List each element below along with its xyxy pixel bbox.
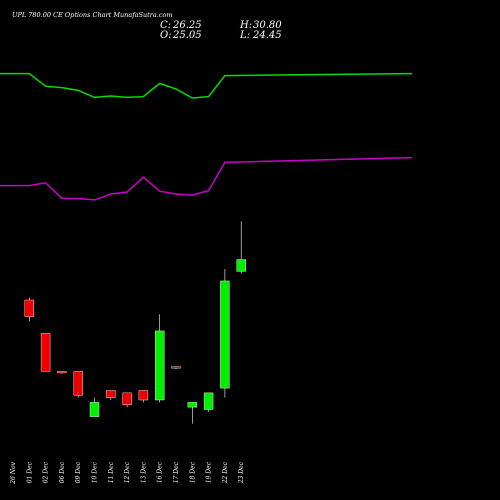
x-axis-labels: 26 Nov 01 Dec 02 Dec 06 Dec 09 Dec 10 Dec 11 D…	[10, 461, 245, 484]
candles-group	[24, 221, 246, 424]
x-tick-label: 19 Dec	[206, 461, 213, 483]
lower-band-line	[0, 156, 413, 201]
x-tick-label: 18 Dec	[189, 461, 196, 483]
candle-body	[171, 366, 181, 369]
x-tick-label: 11 Dec	[108, 461, 115, 483]
candle-body	[89, 402, 100, 417]
x-tick-label: 02 Dec	[43, 461, 50, 483]
high-value: 30.80	[253, 20, 282, 31]
candle-body	[122, 392, 132, 405]
open-value: 25.05	[172, 30, 202, 41]
x-tick-label: 06 Dec	[59, 461, 66, 483]
x-tick-label: 01 Dec	[26, 461, 33, 483]
x-tick-label: 12 Dec	[124, 461, 131, 483]
candle-body	[73, 371, 83, 396]
close-label: C:	[160, 20, 171, 31]
candle-body	[24, 299, 34, 317]
chart-title: UPL 780.00 CE Options Chart MunafaSutra.…	[12, 11, 173, 19]
candle-body	[187, 402, 198, 408]
x-tick-label: 13 Dec	[140, 461, 147, 483]
candle-body	[57, 371, 67, 374]
x-tick-label: 23 Dec	[238, 461, 245, 484]
open-label: O:	[160, 30, 172, 41]
upper-band-line	[0, 72, 413, 99]
low-value: 24.45	[252, 30, 282, 41]
x-tick-label: 10 Dec	[92, 461, 99, 483]
x-tick-label: 22 Dec	[222, 461, 229, 484]
candle-body	[138, 390, 149, 401]
candle-body	[106, 390, 116, 398]
low-label: L:	[239, 30, 250, 41]
x-tick-label: 17 Dec	[173, 461, 180, 483]
x-tick-label: 09 Dec	[75, 461, 82, 483]
candle-body	[203, 392, 214, 410]
candle-body	[154, 330, 165, 401]
x-tick-label: 16 Dec	[157, 461, 164, 483]
x-tick-label: 26 Nov	[10, 461, 17, 484]
candle-body	[40, 333, 51, 372]
candle-body	[220, 280, 230, 389]
candle-body	[236, 259, 246, 272]
high-label: H:	[239, 20, 252, 31]
close-value: 26.25	[172, 20, 202, 31]
